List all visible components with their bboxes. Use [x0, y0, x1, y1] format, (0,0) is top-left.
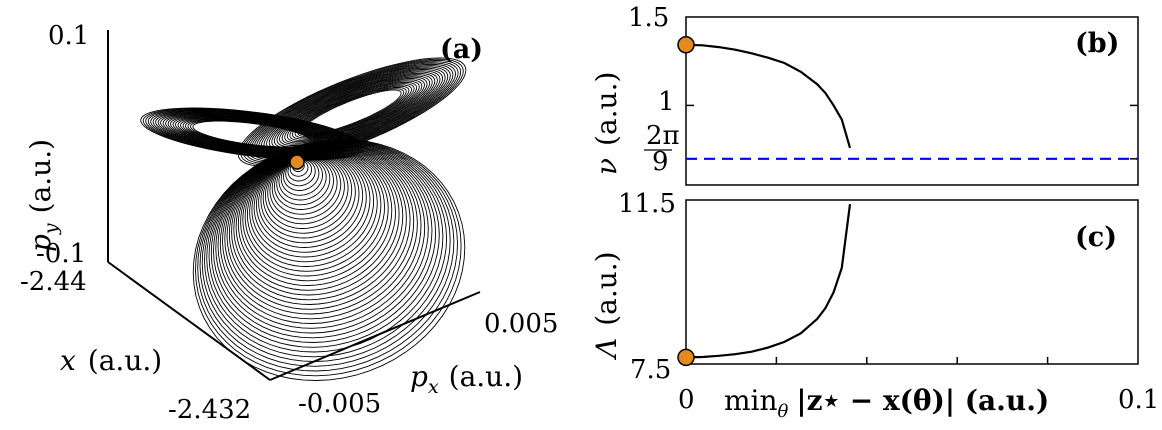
- b-ytick-fraction: 2π 9: [644, 121, 680, 177]
- panel-label-a: (a): [440, 34, 483, 65]
- c-ytick-top: 11.5: [618, 189, 676, 219]
- px-tick-min: -0.005: [298, 389, 381, 419]
- orbit-right-23: [245, 61, 459, 163]
- orbit-right-25: [240, 58, 464, 166]
- b-ytick-one: 1: [658, 87, 675, 117]
- orbit-right-17: [260, 69, 444, 155]
- c-ylabel: Λ(a.u.): [590, 251, 623, 361]
- panel-label-c: (c): [1075, 222, 1117, 253]
- orbit-right-19: [255, 66, 449, 158]
- b-ylabel: ν(a.u.): [590, 72, 623, 175]
- frequency-start-marker: [677, 36, 695, 54]
- svg-text:ν(a.u.): ν(a.u.): [590, 72, 623, 175]
- frequency-curve: [685, 43, 852, 149]
- orbit-right-3: [297, 86, 407, 138]
- px-axis-line: [269, 291, 481, 381]
- panel-b-ticks: [686, 104, 1138, 160]
- orbit-right-26: [237, 57, 467, 167]
- py-tick-min: -0.1: [36, 239, 86, 269]
- orbit-right-2: [299, 88, 405, 136]
- c-ytick-bottom: 7.5: [630, 355, 671, 385]
- c-xlabel: minθ |z⋆ − x(θ)| (a.u.): [724, 384, 1049, 422]
- panel-c-lyapunov-plot: 11.5 7.5 0 0.1 Λ(a.u.) minθ |z⋆ − x(θ)| (…: [590, 189, 1159, 422]
- svg-text:Λ(a.u.): Λ(a.u.): [590, 251, 623, 361]
- lyapunov-start-marker: [677, 348, 695, 367]
- panel-c-ticks: [775, 357, 1049, 364]
- orbit-right-11: [276, 76, 428, 148]
- x-tick-min: -2.44: [20, 267, 87, 297]
- py-axis-label: py(a.u.): [24, 139, 62, 252]
- orbit-right-20: [253, 65, 451, 159]
- orbit-right-12: [273, 75, 431, 149]
- orbit-right-10: [279, 78, 425, 146]
- orbit-right-9: [281, 79, 423, 145]
- orbit-right-13: [271, 74, 433, 150]
- lyapunov-curve: [685, 203, 852, 359]
- panel-c-frame: [685, 199, 1139, 365]
- c-xtick-zero: 0: [678, 385, 695, 415]
- orbit-right-7: [286, 81, 418, 143]
- orbit-right-16: [263, 70, 441, 154]
- panel-label-b: (b): [1075, 28, 1119, 59]
- svg-text:9: 9: [652, 147, 669, 177]
- orbit-right-14: [268, 72, 436, 152]
- orbit-right-15: [266, 71, 438, 153]
- orbit-right-21: [250, 63, 454, 161]
- x-axis-label: x (a.u.): [60, 344, 162, 377]
- orbit-right-1: [302, 89, 402, 135]
- px-tick-max: 0.005: [484, 309, 558, 339]
- x-tick-max: -2.432: [168, 395, 251, 425]
- panel-b-frequency-plot: 1.5 1 2π 9 ν(a.u.) (b): [590, 3, 1139, 186]
- orbit-right-5: [292, 84, 412, 140]
- py-tick-max: 0.1: [48, 21, 89, 51]
- trajectory-bundle: [140, 57, 467, 381]
- svg-text:py(a.u.): py(a.u.): [24, 139, 62, 252]
- orbit-right-22: [247, 62, 457, 162]
- orbit-right-8: [284, 80, 420, 144]
- orbit-right-6: [289, 83, 415, 141]
- orbit-right-24: [242, 59, 462, 165]
- equilibrium-point-marker: [289, 154, 305, 170]
- px-axis-label: px (a.u.): [410, 360, 523, 398]
- c-xtick-max: 0.1: [1118, 385, 1159, 415]
- orbit-right-18: [258, 67, 446, 157]
- orbit-right-4: [294, 85, 410, 139]
- panel-a-3d-plot: 0.1 -0.1 -2.44 -2.432 -0.005 0.005 py(a.…: [20, 21, 558, 425]
- svg-text:2π: 2π: [646, 121, 680, 151]
- panel-b-frame: [685, 16, 1139, 186]
- b-ytick-top: 1.5: [628, 3, 669, 33]
